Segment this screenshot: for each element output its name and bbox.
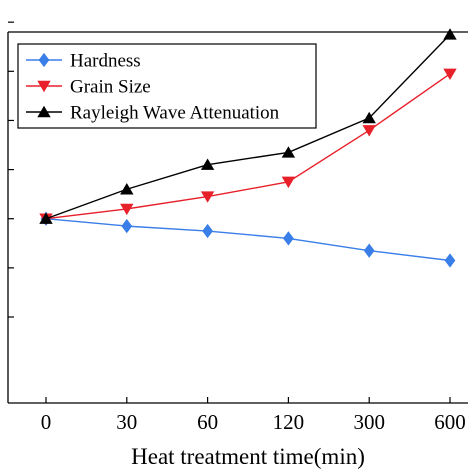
x-axis-ticks: 0 30 60 120 300 600	[41, 397, 466, 434]
legend-label: Hardness	[70, 51, 141, 72]
series-layer	[39, 28, 457, 268]
data-point	[121, 218, 133, 234]
legend-label: Grain Size	[70, 77, 151, 98]
data-point	[362, 125, 376, 137]
data-point	[363, 243, 375, 258]
x-tick-label: 120	[273, 410, 305, 434]
data-point	[200, 191, 215, 203]
data-point	[39, 212, 53, 224]
data-point	[281, 176, 296, 189]
x-tick-label: 60	[197, 410, 218, 434]
y-axis-ticks	[8, 21, 14, 318]
data-point	[283, 231, 294, 246]
data-point	[120, 183, 134, 195]
x-tick-label: 0	[41, 410, 52, 434]
x-axis-label: Heat treatment time(min)	[131, 444, 365, 469]
series-grain-size	[39, 68, 457, 225]
x-tick-label: 30	[116, 410, 137, 434]
x-tick-label: 300	[353, 410, 385, 434]
data-point	[202, 223, 213, 239]
legend-box	[17, 43, 317, 129]
legend-marker	[38, 52, 50, 68]
data-point	[362, 111, 376, 124]
x-tick-label: 600	[434, 410, 466, 434]
data-point	[200, 158, 215, 170]
series-hardness	[40, 211, 456, 268]
data-point	[444, 253, 456, 268]
chart-legend: Hardness Grain Size Rayleigh Wave Attenuat…	[17, 43, 317, 129]
series-line	[45, 33, 451, 220]
chart-axes	[7, 31, 468, 404]
data-point	[281, 146, 296, 158]
legend-marker	[37, 80, 51, 93]
data-point	[443, 68, 457, 80]
data-point	[443, 28, 457, 40]
data-point	[120, 203, 134, 216]
series-line	[45, 73, 451, 220]
legend-marker	[37, 105, 51, 118]
series-rayleigh-wave-attenuation	[39, 28, 457, 224]
series-line	[45, 218, 451, 262]
legend-label: Rayleigh Wave Attenuation	[70, 103, 280, 124]
